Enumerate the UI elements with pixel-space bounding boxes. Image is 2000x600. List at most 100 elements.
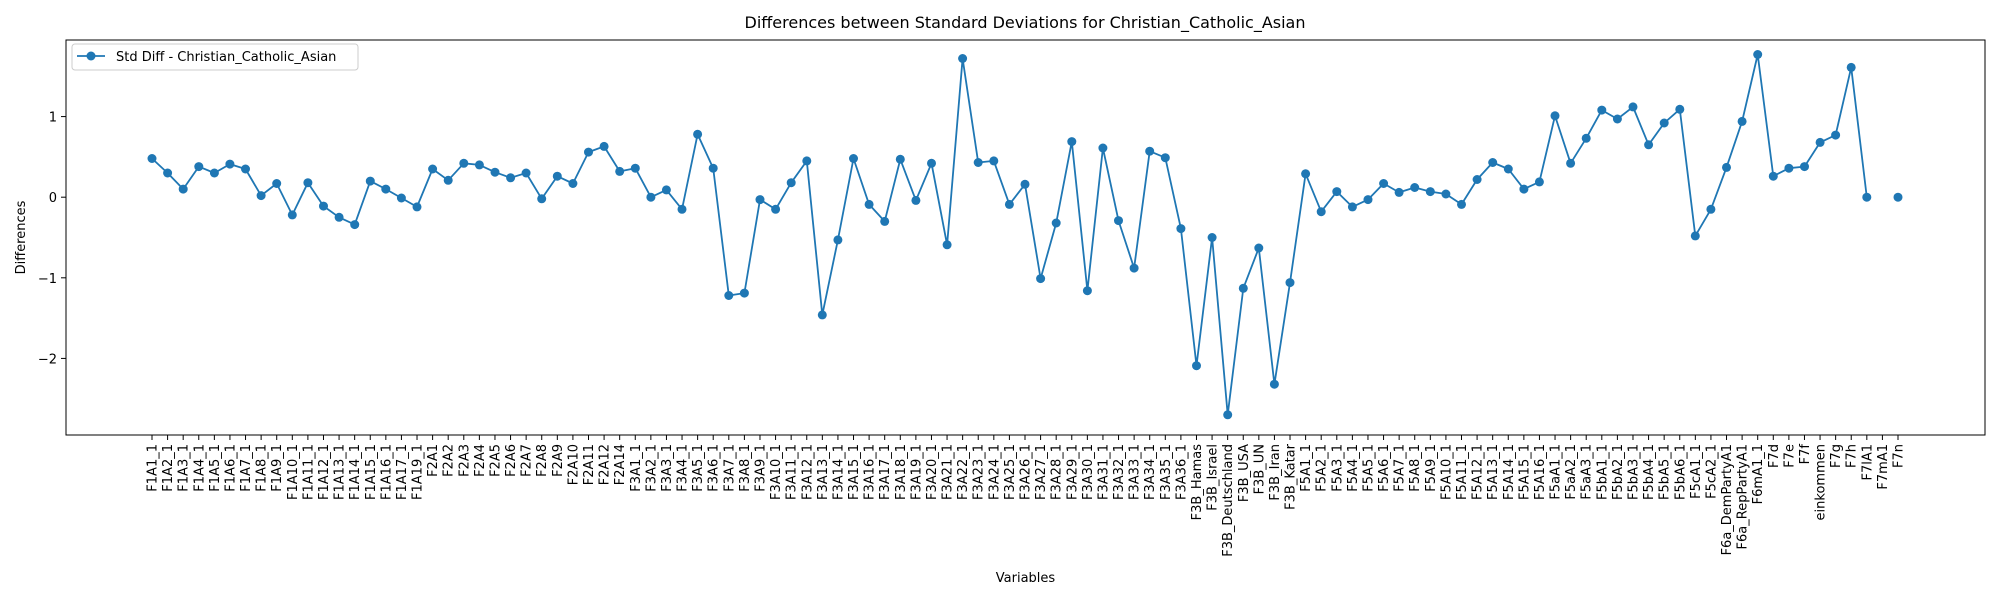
x-tick-label: F1A8_1 <box>255 444 270 492</box>
data-point <box>1301 169 1311 179</box>
data-point <box>1316 207 1326 217</box>
data-point <box>786 178 796 188</box>
data-point <box>1004 199 1014 209</box>
data-point <box>272 179 282 188</box>
x-tick-label: F2A5 <box>488 444 503 477</box>
x-tick-label: F1A15_1 <box>364 444 379 500</box>
data-point <box>1441 189 1451 199</box>
data-point <box>1737 116 1747 126</box>
x-tick-label: F5A3_1 <box>1330 444 1345 492</box>
x-tick-label: F3A7_1 <box>722 444 737 492</box>
data-point <box>1425 187 1435 197</box>
x-tick-label: F5cA2_1 <box>1704 444 1719 499</box>
data-point <box>1893 192 1903 202</box>
x-tick-label: F3A34_1 <box>1143 444 1158 500</box>
x-tick-label: F3B_Deutschland <box>1221 444 1236 557</box>
data-point <box>1768 171 1778 181</box>
data-point <box>1051 218 1061 228</box>
x-tick-label: F5aA3_1 <box>1580 444 1595 500</box>
x-tick-label: F3A33_1 <box>1128 444 1143 500</box>
data-point <box>1192 361 1201 371</box>
x-tick-label: F3A25_1 <box>1003 444 1018 500</box>
data-point <box>739 288 749 298</box>
x-tick-label: F3A15_1 <box>847 444 862 500</box>
x-tick-label: F2A10 <box>566 444 581 485</box>
data-point <box>584 147 593 157</box>
data-point <box>817 310 827 320</box>
x-tick-label: F3A20_1 <box>925 444 940 500</box>
data-point <box>1675 104 1685 114</box>
x-tick-label: F5A12_1 <box>1471 444 1486 500</box>
data-point <box>194 162 204 172</box>
data-point <box>1503 164 1513 174</box>
x-tick-label: F5bA3_1 <box>1626 444 1641 500</box>
data-point <box>365 176 375 186</box>
x-tick-label: F5A15_1 <box>1517 444 1532 500</box>
data-point <box>1160 153 1170 163</box>
x-tick-label: F1A4_1 <box>192 444 207 492</box>
data-point <box>1800 162 1809 172</box>
series-markers <box>147 50 1903 420</box>
data-point <box>1410 183 1420 192</box>
data-point <box>319 201 328 211</box>
x-tick-label: F3A18_1 <box>894 444 909 500</box>
x-tick-label: F1A13_1 <box>333 444 348 500</box>
x-tick-label: F1A12_1 <box>317 444 332 500</box>
data-point <box>241 164 250 174</box>
data-point <box>474 160 484 170</box>
x-tick-label: F3A1_1 <box>629 444 644 492</box>
y-axis: −2 −1 0 1 <box>38 111 66 367</box>
x-tick-label: F2A8 <box>535 444 550 477</box>
data-point <box>1067 137 1077 147</box>
x-tick-label: F1A11_1 <box>301 444 316 500</box>
x-tick-label: F5A10_1 <box>1439 444 1454 500</box>
data-point <box>661 185 671 195</box>
data-point <box>1706 204 1716 214</box>
x-tick-label: F2A7 <box>520 444 535 477</box>
x-tick-label: F3A27_1 <box>1034 444 1049 500</box>
x-tick-label: F2A4 <box>473 444 488 477</box>
data-point <box>1831 130 1841 140</box>
x-tick-label: F5A6_1 <box>1377 444 1392 492</box>
x-tick-label: F3A8_1 <box>738 444 753 492</box>
x-tick-label: F3A36_1 <box>1174 444 1189 500</box>
data-point <box>833 235 843 245</box>
data-point <box>1815 137 1825 147</box>
x-tick-label: F5A4_1 <box>1346 444 1361 492</box>
data-point <box>1846 62 1856 72</box>
x-tick-label: F7mA1 <box>1876 444 1891 490</box>
series-line <box>151 53 1868 416</box>
data-point <box>552 171 562 181</box>
data-point <box>178 184 188 194</box>
data-point <box>1581 133 1591 143</box>
x-tick-label: F3B_USA <box>1237 444 1252 502</box>
data-point <box>1207 233 1217 242</box>
data-point <box>615 166 625 176</box>
data-point <box>163 168 173 178</box>
data-point <box>1644 140 1654 150</box>
data-point <box>1379 179 1389 188</box>
x-tick-label: F5A5_1 <box>1361 444 1376 492</box>
x-tick-label: F2A6 <box>504 444 519 477</box>
x-tick-label: F3A5_1 <box>691 444 706 492</box>
x-tick-label: F3A35_1 <box>1159 444 1174 500</box>
x-tick-label: F2A12 <box>598 444 613 485</box>
data-point <box>287 210 297 220</box>
x-tick-label: F1A17_1 <box>395 444 410 500</box>
data-point <box>490 167 500 177</box>
data-point <box>724 291 734 300</box>
data-point <box>1129 263 1139 273</box>
data-point <box>895 154 905 164</box>
x-tick-label: einkommen <box>1814 444 1829 520</box>
x-tick-label: F1A9_1 <box>270 444 285 492</box>
data-point <box>1347 202 1357 212</box>
x-tick-label: F5bA6_1 <box>1673 444 1688 500</box>
x-tick-label: F2A2 <box>442 444 457 477</box>
data-point <box>1566 158 1576 168</box>
data-point <box>334 212 344 222</box>
data-point <box>1223 410 1233 420</box>
x-tick-label: F5A16_1 <box>1533 444 1548 500</box>
data-point <box>1082 286 1092 296</box>
data-point <box>1254 243 1264 253</box>
data-point <box>1722 162 1731 172</box>
